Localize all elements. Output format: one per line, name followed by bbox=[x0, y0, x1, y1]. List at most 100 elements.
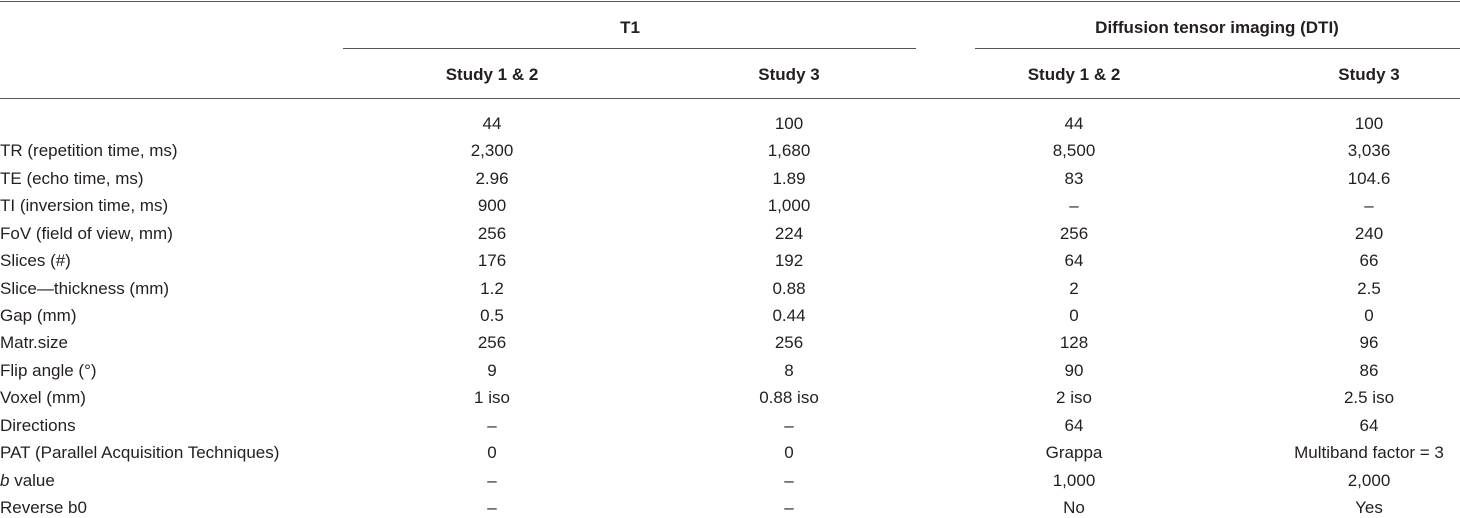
cell: – bbox=[784, 415, 794, 435]
row-label: PAT (Parallel Acquisition Techniques) bbox=[0, 443, 279, 463]
cell: 128 bbox=[1059, 333, 1089, 353]
cell: – bbox=[784, 470, 794, 490]
cell: 104.6 bbox=[1347, 168, 1391, 188]
cell: 240 bbox=[1354, 223, 1384, 243]
cell: 2.5 bbox=[1357, 278, 1381, 298]
cell: 2 iso bbox=[1056, 388, 1092, 408]
cell: 1 iso bbox=[474, 388, 510, 408]
cell: 8 bbox=[784, 360, 794, 380]
cell: 3,036 bbox=[1347, 141, 1391, 161]
row-label: Voxel (mm) bbox=[0, 388, 86, 408]
cell: 0.88 bbox=[772, 278, 806, 298]
cell: 192 bbox=[774, 251, 804, 271]
cell: 0.44 bbox=[772, 306, 806, 325]
cell: 2,300 bbox=[470, 141, 514, 161]
cell: 1,000 bbox=[1052, 470, 1096, 490]
row-label: TR (repetition time, ms) bbox=[0, 141, 178, 161]
cell: 66 bbox=[1359, 251, 1379, 271]
group-header: Diffusion tensor imaging (DTI) bbox=[1095, 18, 1339, 37]
cell: – bbox=[487, 415, 497, 435]
cell: 0 bbox=[487, 443, 497, 463]
cell: – bbox=[487, 498, 497, 518]
cell: – bbox=[1364, 196, 1374, 216]
row-label: Slices (#) bbox=[0, 251, 71, 271]
cell: No bbox=[1063, 498, 1085, 518]
cell: 2.96 bbox=[475, 168, 509, 188]
row-label-text: Flip angle (°) bbox=[0, 360, 97, 380]
cell: 256 bbox=[774, 333, 804, 353]
column-header: Study 3 bbox=[758, 65, 820, 84]
row-label: TI (inversion time, ms) bbox=[0, 196, 168, 216]
cell: 64 bbox=[1064, 251, 1084, 271]
column-header: Study 1 & 2 bbox=[1027, 65, 1121, 84]
cell: 2.5 iso bbox=[1343, 388, 1395, 408]
cell: – bbox=[1069, 196, 1079, 216]
row-label: Gap (mm) bbox=[0, 306, 77, 326]
cell: 1,000 bbox=[767, 196, 811, 216]
header-rule bbox=[0, 98, 1460, 99]
cell: Grappa bbox=[1045, 443, 1103, 463]
cell: 83 bbox=[1064, 168, 1084, 188]
cell: 100 bbox=[774, 114, 804, 133]
cell: 224 bbox=[774, 223, 804, 243]
cell: 44 bbox=[482, 114, 502, 133]
cell: 1.2 bbox=[480, 278, 504, 298]
row-label: Directions bbox=[0, 416, 76, 436]
top-rule bbox=[0, 1, 1460, 2]
cell: 0 bbox=[784, 443, 794, 463]
row-label-text: value bbox=[14, 470, 55, 490]
cell: Multiband factor = 3 bbox=[1294, 443, 1444, 463]
cell: 96 bbox=[1359, 333, 1379, 353]
cell: 90 bbox=[1064, 360, 1084, 380]
cell: 64 bbox=[1064, 415, 1084, 435]
cell: 8,500 bbox=[1052, 141, 1096, 161]
cell: 9 bbox=[487, 360, 497, 380]
row-label: b value bbox=[0, 471, 55, 491]
row-label-text: TR (repetition time, ms) bbox=[0, 141, 178, 161]
cell: 900 bbox=[477, 196, 507, 216]
row-label-text: TE (echo time, ms) bbox=[0, 168, 144, 188]
cell: 256 bbox=[477, 333, 507, 353]
row-label-italic: b bbox=[0, 470, 10, 490]
group-header: T1 bbox=[620, 18, 640, 37]
row-label: TE (echo time, ms) bbox=[0, 169, 144, 189]
row-label-text: Matr.size bbox=[0, 333, 69, 353]
row-label-text: PAT (Parallel Acquisition Techniques) bbox=[0, 443, 280, 463]
column-header: Study 3 bbox=[1338, 65, 1400, 84]
cell: 256 bbox=[1059, 223, 1089, 243]
row-label-text: Voxel (mm) bbox=[0, 388, 86, 408]
group-rule bbox=[975, 48, 1460, 49]
cell: 2,000 bbox=[1347, 470, 1391, 490]
row-label: Slice—thickness (mm) bbox=[0, 279, 169, 299]
row-label-text: Gap (mm) bbox=[0, 306, 77, 325]
cell: 1.89 bbox=[772, 168, 806, 188]
cell: 1,680 bbox=[767, 141, 811, 161]
row-label-text: TI (inversion time, ms) bbox=[0, 196, 169, 216]
row-label-text: Slice—thickness (mm) bbox=[0, 278, 170, 298]
cell: 64 bbox=[1359, 415, 1379, 435]
row-label-text: Reverse b0 bbox=[0, 498, 87, 518]
row-label: Matr.size bbox=[0, 333, 68, 353]
row-label-text: Slices (#) bbox=[0, 251, 71, 271]
cell: 100 bbox=[1354, 114, 1384, 133]
cell: Yes bbox=[1355, 498, 1383, 518]
cell: – bbox=[784, 498, 794, 518]
cell: 86 bbox=[1359, 360, 1379, 380]
cell: 2 bbox=[1069, 278, 1079, 298]
row-label: Flip angle (°) bbox=[0, 361, 97, 381]
column-header: Study 1 & 2 bbox=[445, 65, 539, 84]
cell: 0 bbox=[1364, 306, 1374, 325]
row-label-text: Directions bbox=[0, 415, 76, 435]
cell: 44 bbox=[1064, 114, 1084, 133]
row-label-text: FoV (field of view, mm) bbox=[0, 223, 173, 243]
cell: 0 bbox=[1069, 306, 1079, 325]
group-rule bbox=[343, 48, 916, 49]
cell: 0.5 bbox=[480, 306, 504, 325]
cell: – bbox=[487, 470, 497, 490]
row-label: Reverse b0 bbox=[0, 498, 87, 518]
cell: 176 bbox=[477, 251, 507, 271]
cell: 256 bbox=[477, 223, 507, 243]
row-label: FoV (field of view, mm) bbox=[0, 224, 173, 244]
cell: 0.88 iso bbox=[759, 388, 819, 408]
